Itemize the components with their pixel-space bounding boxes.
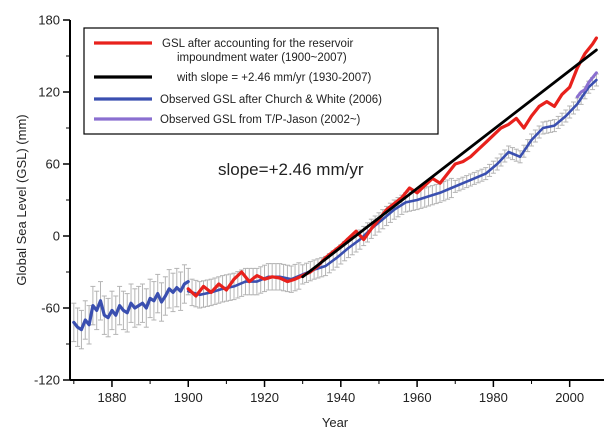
church-white-series-line [72, 280, 190, 332]
x-tick-label: 1980 [479, 390, 508, 405]
y-tick-label: 60 [46, 157, 60, 172]
reservoir-series-line [186, 36, 599, 298]
ticks: -120 -60 0 60 120 180 1880 1900 1920 1940 1960 1980… [34, 13, 584, 406]
y-tick-label: -120 [34, 373, 60, 388]
legend-box [83, 27, 439, 135]
x-tick-label: 1960 [403, 390, 432, 405]
x-tick-label: 1920 [250, 390, 279, 405]
legend-label: Observed GSL from T/P-Jason (2002~) [160, 114, 361, 126]
x-tick-label: 1900 [174, 390, 203, 405]
x-tick-label: 2000 [555, 390, 584, 405]
legend-label: with slope = +2.46 mm/yr (1930-2007) [176, 72, 371, 84]
y-tick-label: 120 [38, 85, 60, 100]
legend: GSL after accounting for the reservoir im… [83, 27, 439, 135]
x-tick-label: 1940 [326, 390, 355, 405]
slope-annotation: slope=+2.46 mm/yr [218, 160, 364, 179]
y-tick-label: -60 [41, 301, 60, 316]
x-axis-title: Year [322, 415, 349, 430]
legend-label: GSL after accounting for the reservoir [162, 38, 354, 50]
y-axis-title: Global Sea Level (GSL) (mm) [14, 114, 29, 285]
church-white-series-line [186, 78, 598, 297]
legend-label: impoundment water (1900~2007) [177, 52, 347, 64]
series-lines [72, 36, 599, 332]
trend-line [301, 48, 598, 279]
legend-label: Observed GSL after Church & White (2006) [160, 94, 382, 106]
y-tick-label: 0 [53, 229, 60, 244]
x-tick-label: 1880 [97, 390, 126, 405]
tp-jason-series-line [575, 71, 598, 99]
y-tick-label: 180 [38, 13, 60, 28]
